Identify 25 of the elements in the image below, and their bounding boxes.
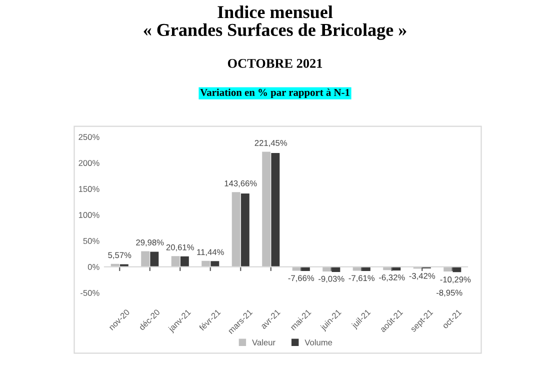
- data-label: -7,66%: [288, 275, 314, 282]
- legend-label: Valeur: [252, 339, 276, 346]
- chart-subtitle: OCTOBRE 2021: [228, 58, 322, 68]
- data-label: 221,45%: [254, 140, 288, 147]
- data-label: -3,42%: [409, 272, 436, 280]
- legend-label: Volume: [304, 339, 332, 346]
- data-label: 5,57%: [108, 252, 132, 260]
- data-label: 29,98%: [136, 240, 164, 246]
- y-tick-label: 150%: [78, 186, 100, 192]
- data-label: -6,32%: [379, 274, 405, 282]
- y-tick-label: 200%: [78, 160, 100, 166]
- y-tick-label: 100%: [78, 212, 100, 218]
- chart-title: Indice mensuel « Grandes Surfaces de Bricolage »: [144, 5, 406, 40]
- data-label: 143,66%: [224, 180, 257, 188]
- data-label: -8,95%: [436, 290, 462, 297]
- y-tick-label: 50%: [83, 238, 100, 244]
- y-tick-label: 250%: [78, 134, 100, 140]
- data-label: -9,03%: [318, 276, 344, 283]
- data-label: 20,61%: [166, 244, 194, 252]
- y-tick-label: -50%: [80, 290, 100, 296]
- text: Variation en % par rapport à N-1: [200, 88, 350, 98]
- data-label: 11,44%: [197, 249, 224, 256]
- y-tick-label: 0%: [88, 264, 100, 270]
- data-label: -7,61%: [348, 275, 375, 282]
- data-label: -10,29%: [440, 276, 471, 284]
